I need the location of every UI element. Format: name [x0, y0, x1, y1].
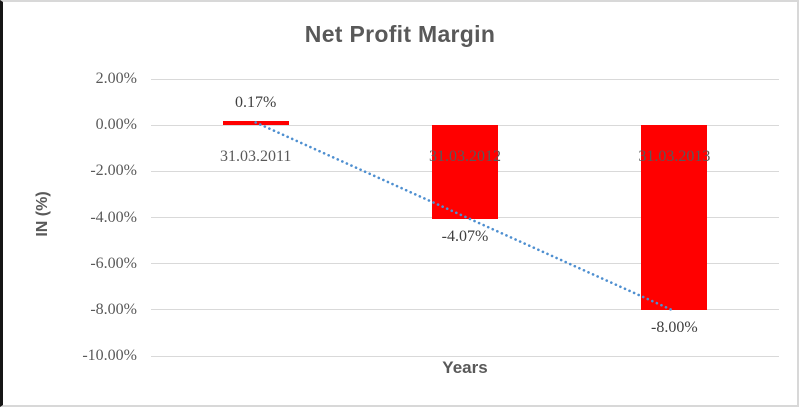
- x-axis-title: Years: [442, 358, 488, 377]
- chart-title: Net Profit Margin: [304, 21, 496, 47]
- y-tick-label: 0.00%: [95, 116, 137, 134]
- y-tick-label: -6.00%: [90, 254, 137, 272]
- bar-31.03.2011[interactable]: [222, 121, 289, 126]
- y-tick-label: -10.00%: [82, 347, 137, 364]
- y-tick-label: -4.00%: [90, 208, 137, 226]
- data-label: 0.17%: [234, 94, 277, 112]
- category-label: 31.03.2012: [429, 148, 501, 166]
- y-tick-label: -8.00%: [90, 300, 137, 318]
- category-label: 31.03.2013: [638, 148, 711, 166]
- gridline: [151, 78, 779, 80]
- data-label: -4.07%: [441, 228, 489, 246]
- data-label: -8.00%: [651, 318, 698, 336]
- y-tick-label: 2.00%: [95, 70, 137, 87]
- gridline: [151, 355, 779, 357]
- category-label: 31.03.2011: [219, 148, 292, 166]
- y-tick-label: -2.00%: [90, 162, 137, 180]
- bar-31.03.2012[interactable]: [432, 125, 498, 220]
